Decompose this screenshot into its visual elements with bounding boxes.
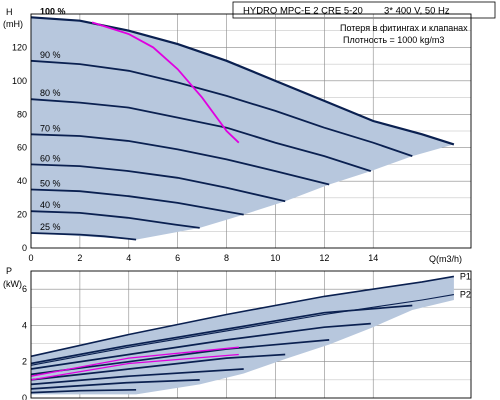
power-series-label: P2	[460, 290, 471, 300]
note-density: Плотность = 1000 kg/m3	[343, 35, 444, 45]
head-chart-frame	[30, 13, 472, 249]
head-axis-unit: (mH)	[3, 19, 23, 29]
power-tick-label: 6	[22, 284, 27, 294]
header-box: HYDRO MPC-E 2 CRE 5-20 3* 400 V, 50 Hz	[232, 1, 496, 19]
flow-tick-label: 14	[368, 253, 378, 263]
speed-curve	[30, 232, 137, 241]
power-series-line	[30, 275, 455, 358]
power-speed-line	[30, 322, 371, 370]
power-axis-unit: (kW)	[3, 279, 22, 289]
speed-label: 60 %	[40, 153, 61, 163]
power-area-fill	[31, 276, 454, 395]
power-chart: P1 P2 0 2 4 6 P (kW)	[3, 266, 472, 400]
header-supply: 3* 400 V, 50 Hz	[384, 6, 450, 17]
speed-curve	[30, 163, 286, 203]
head-tick-label: 40	[17, 176, 27, 186]
power-speed-line	[30, 353, 286, 381]
speed-label: 100 %	[40, 6, 66, 16]
head-chart: 100 % 90 % 80 % 70 % 60 % 50 % 40 % 25 % 0 2 4 6 8 1…	[3, 6, 472, 264]
system-curve	[91, 21, 240, 144]
power-speed-line	[30, 368, 244, 386]
system-curve-line	[91, 21, 240, 144]
power-system-line	[30, 346, 239, 377]
flow-tick-label: 10	[270, 253, 280, 263]
speed-label: 40 %	[40, 200, 61, 210]
power-speed-line	[30, 304, 413, 365]
power-speed-line	[30, 379, 200, 390]
flow-tick-label: 2	[77, 253, 82, 263]
speed-curve	[30, 98, 372, 172]
header-title: HYDRO MPC-E 2 CRE 5-20	[243, 6, 363, 17]
power-speed-line	[30, 388, 137, 394]
chart-notes: Потеря в фитингах и клапанах Плотность =…	[340, 23, 468, 45]
head-tick-label: 80	[17, 109, 27, 119]
head-tick-label: 120	[12, 42, 27, 52]
power-system-line	[30, 353, 239, 381]
power-tick-label: 4	[22, 320, 27, 330]
power-chart-ticks: 0 2 4 6	[22, 284, 27, 400]
head-tick-label: 0	[22, 243, 27, 253]
flow-axis-label: Q(m3/h)	[429, 254, 462, 264]
head-tick-label: 100	[12, 76, 27, 86]
flow-tick-label: 0	[28, 253, 33, 263]
power-series-label: P1	[460, 271, 471, 281]
power-axis-label: P	[6, 266, 12, 276]
speed-label: 70 %	[40, 123, 61, 133]
speed-label: 80 %	[40, 88, 61, 98]
operating-area-fill	[31, 17, 454, 240]
power-series-line	[30, 294, 454, 366]
note-fittings: Потеря в фитингах и клапанах	[340, 23, 468, 33]
flow-tick-label: 12	[319, 253, 329, 263]
power-area	[31, 276, 454, 395]
speed-curve	[30, 59, 413, 157]
head-axis-label: H	[6, 7, 13, 17]
speed-label: 90 %	[40, 50, 61, 60]
speed-curve	[30, 188, 244, 216]
head-tick-label: 60	[17, 143, 27, 153]
power-series-labels: P1 P2	[460, 271, 471, 299]
flow-tick-label: 6	[175, 253, 180, 263]
flow-tick-label: 4	[126, 253, 131, 263]
power-chart-frame	[30, 270, 472, 399]
power-tick-label: 2	[22, 357, 27, 367]
speed-label: 25 %	[40, 222, 61, 232]
speed-labels: 100 % 90 % 80 % 70 % 60 % 50 % 40 % 25 %	[40, 6, 66, 232]
head-tick-label: 20	[17, 210, 27, 220]
flow-tick-label: 8	[224, 253, 229, 263]
speed-curve	[30, 133, 330, 186]
head-chart-ticks: 0 2 4 6 8 10 12 14 0 20 40 60 80 100 120	[12, 42, 378, 263]
power-speed-line	[30, 339, 330, 376]
operating-area	[31, 17, 454, 240]
speed-curve	[30, 210, 200, 229]
power-tick-label: 0	[22, 393, 27, 400]
power-curves	[30, 275, 455, 394]
speed-label: 50 %	[40, 179, 61, 189]
